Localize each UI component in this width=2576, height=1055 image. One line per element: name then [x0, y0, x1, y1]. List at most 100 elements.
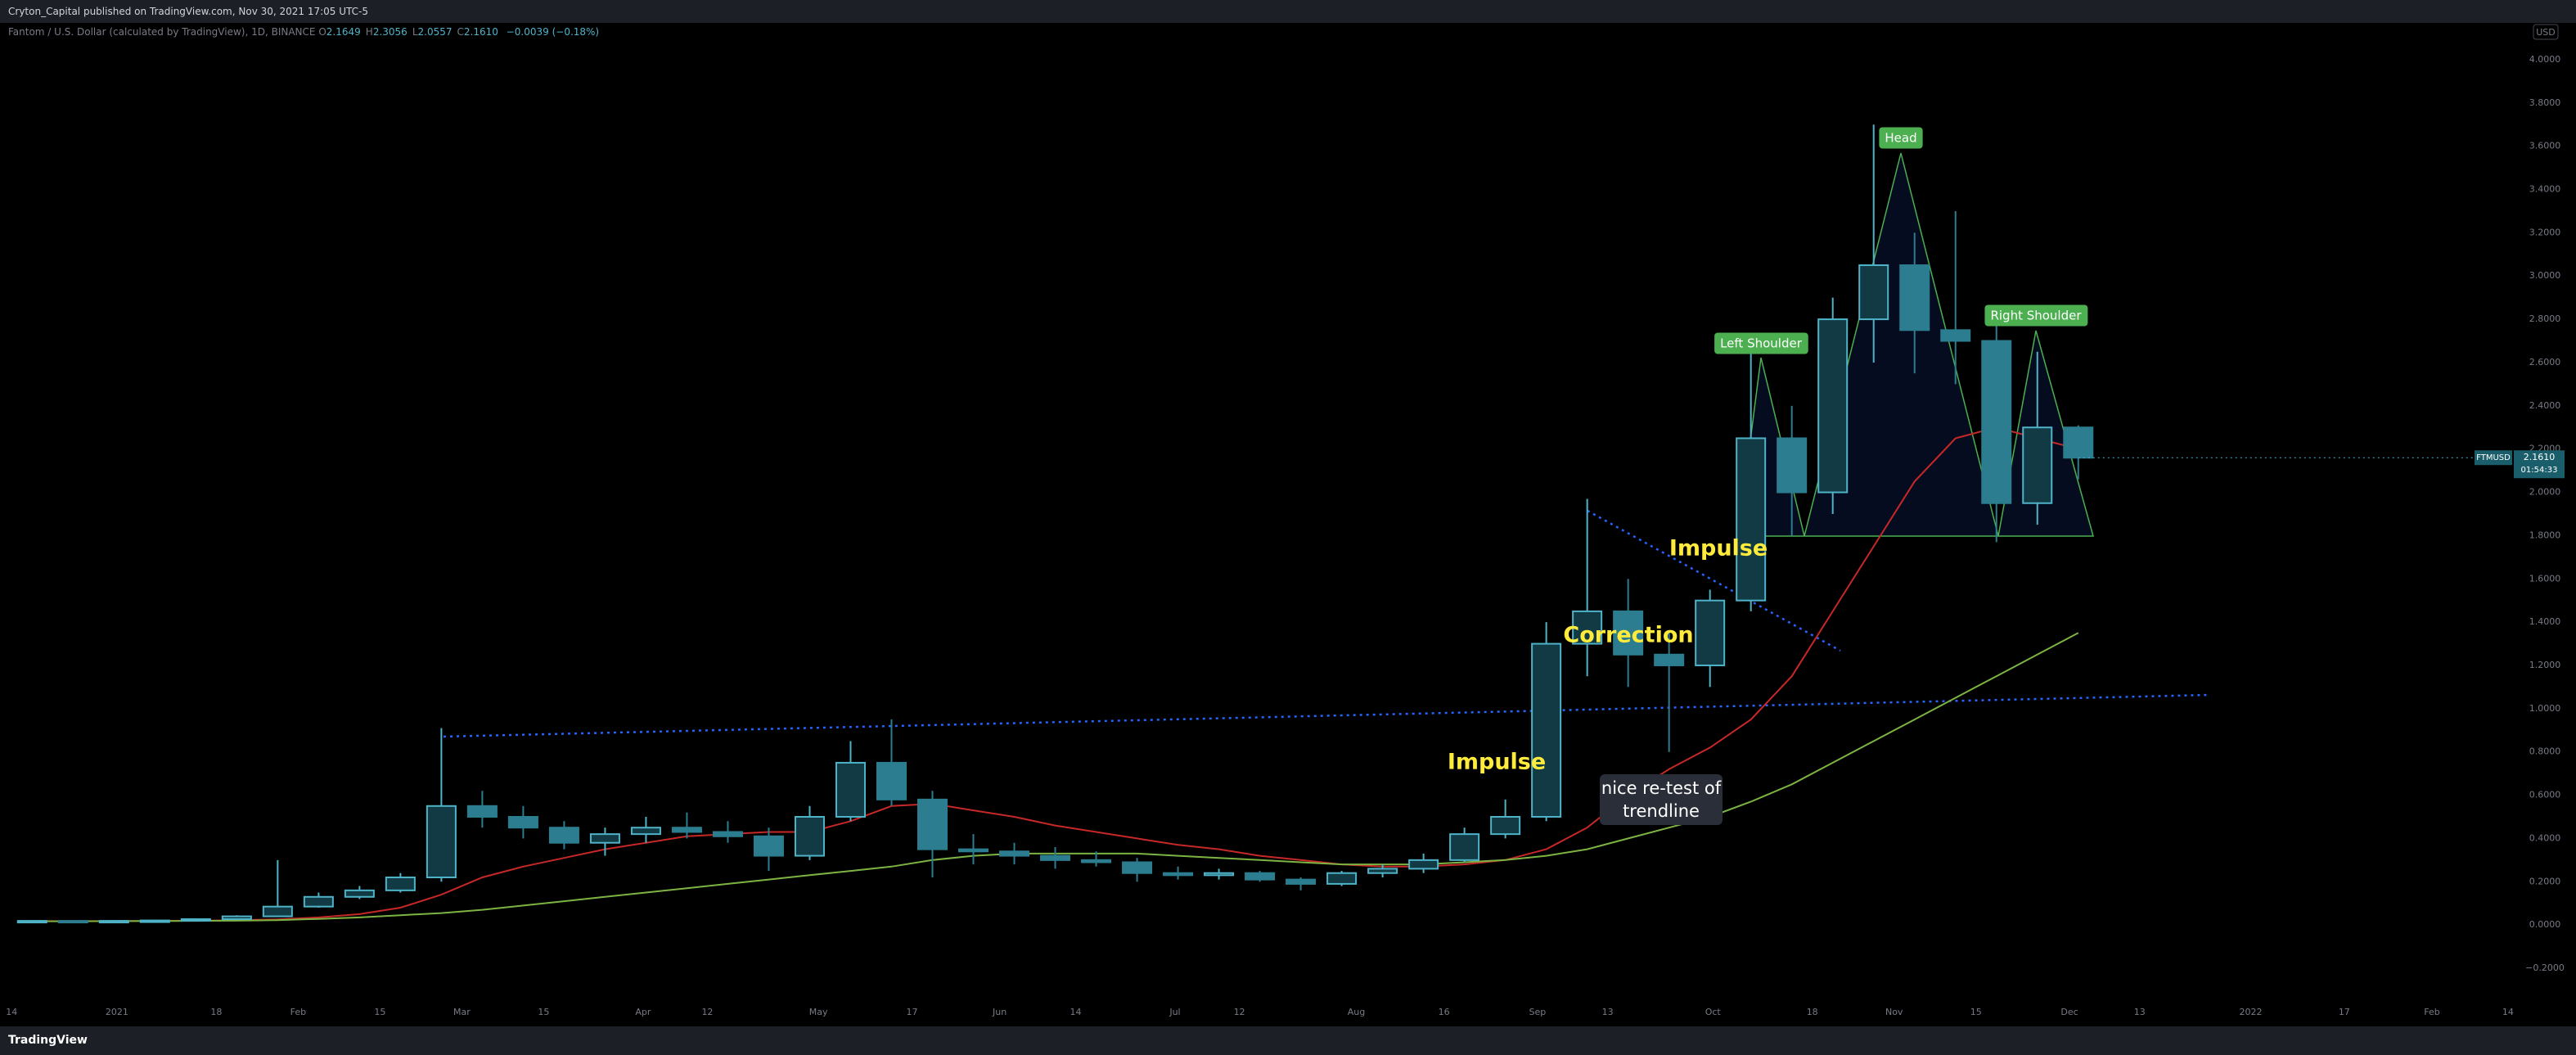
x-tick-label: Apr [635, 1007, 651, 1017]
x-tick-label: 13 [2134, 1007, 2146, 1017]
candle-body [98, 920, 129, 924]
candle-body [262, 905, 293, 917]
x-tick-label: Feb [2424, 1007, 2439, 1017]
x-tick-label: Oct [1705, 1007, 1722, 1017]
moving-average [32, 426, 2079, 922]
x-tick-label: Jun [992, 1007, 1007, 1017]
y-tick-label: 2.8000 [2529, 313, 2561, 324]
ohlc-value: 2.1649 [326, 26, 361, 38]
symbol-badge [2475, 450, 2512, 466]
x-tick-label: 14 [6, 1007, 17, 1017]
annotation: Impulse [1669, 536, 1768, 561]
y-tick-label: 0.4000 [2529, 832, 2561, 843]
chart-bg [0, 23, 2576, 1026]
x-tick-label: 17 [906, 1007, 917, 1017]
annotation-badge [1984, 304, 2088, 327]
trendline [1587, 509, 1841, 652]
candle-body [385, 876, 416, 891]
top-bar: Cryton_Capital published on TradingView.… [0, 0, 2576, 23]
x-tick-label: 18 [210, 1007, 222, 1017]
x-tick-label: 18 [1807, 1007, 1818, 1017]
candle-body [1695, 599, 1726, 666]
annotation-badge [1714, 332, 1808, 354]
x-tick-label: 2021 [106, 1007, 128, 1017]
countdown: 01:54:33 [2521, 466, 2558, 475]
candle-body [999, 850, 1030, 857]
candle-body [1367, 868, 1398, 874]
ohlc-label: L [412, 26, 418, 38]
x-tick-label: Sep [1529, 1007, 1547, 1017]
y-tick-label: 1.2000 [2529, 660, 2561, 670]
x-tick-label: Feb [290, 1007, 306, 1017]
annotation: Right Shoulder [1990, 309, 2082, 323]
y-tick-label: 3.8000 [2529, 97, 2561, 108]
candle-body [630, 827, 661, 836]
y-tick-label: 3.6000 [2529, 141, 2561, 151]
candle-body [712, 831, 743, 837]
candle-body [753, 835, 784, 857]
ohlc-label: C [457, 26, 464, 38]
x-tick-label: May [809, 1007, 828, 1017]
ohlc-label: H [365, 26, 373, 38]
brand: TradingView [8, 1034, 88, 1047]
symbol-label: FTMUSD [2476, 453, 2511, 462]
change: −0.0039 (−0.18%) [506, 26, 600, 38]
y-tick-label: 1.6000 [2529, 573, 2561, 584]
annotation: Correction [1563, 623, 1693, 648]
candle-body [2022, 426, 2053, 504]
price-badge [2514, 450, 2565, 479]
candle-body [57, 920, 88, 924]
candle-body [16, 920, 47, 924]
publisher: Cryton_Capital published on TradingView.… [8, 6, 369, 17]
y-tick-label: 0.0000 [2529, 919, 2561, 930]
candle-body [958, 848, 989, 853]
candle-body [1326, 872, 1358, 885]
candle-body [1736, 437, 1767, 602]
x-tick-label: 15 [1970, 1007, 1982, 1017]
candle-body [1531, 642, 1562, 818]
y-tick-label: 1.0000 [2529, 703, 2561, 714]
x-tick-label: 13 [1602, 1007, 1614, 1017]
candle-body [1817, 318, 1849, 494]
y-tick-label: 1.8000 [2529, 530, 2561, 540]
candle-body [426, 805, 457, 878]
candle-body [303, 895, 334, 908]
x-tick-label: 16 [1439, 1007, 1450, 1017]
y-tick-label: 1.4000 [2529, 616, 2561, 627]
x-tick-label: Mar [453, 1007, 471, 1017]
candle-body [589, 833, 620, 844]
candle-body [139, 919, 170, 923]
candle-body [2063, 426, 2094, 459]
candle-body [344, 889, 375, 898]
y-tick-label: 3.4000 [2529, 184, 2561, 195]
candle-body [1572, 610, 1603, 645]
ohlc-label: O [318, 26, 327, 38]
candle-body [548, 827, 579, 844]
candle-body [507, 815, 538, 829]
candle-body [1613, 610, 1644, 656]
ohlc-value: 2.1610 [463, 26, 498, 38]
candle-body [794, 815, 825, 857]
ohlc-value: 2.0557 [417, 26, 453, 38]
symbol-legend: Fantom / U.S. Dollar (calculated by Trad… [8, 26, 599, 38]
x-tick-label: 12 [1234, 1007, 1245, 1017]
x-tick-label: 14 [1070, 1007, 1082, 1017]
plot [16, 124, 2094, 924]
annotation: Impulse [1448, 750, 1546, 775]
candle-body [916, 798, 948, 850]
currency-button[interactable] [2533, 24, 2559, 40]
candle-body [1654, 653, 1685, 666]
y-tick-label: −0.2000 [2525, 963, 2565, 973]
candle-body [1204, 872, 1235, 877]
candle-body [1490, 815, 1521, 836]
ohlc-value: 2.3056 [372, 26, 408, 38]
y-tick-label: 0.2000 [2529, 876, 2561, 886]
candle-body [221, 915, 252, 921]
candle-body [1449, 833, 1480, 861]
candle-body [1940, 329, 1971, 342]
x-tick-label: 15 [538, 1007, 549, 1017]
candle-body [671, 827, 702, 833]
y-tick-label: 0.6000 [2529, 790, 2561, 800]
y-tick-label: 2.4000 [2529, 400, 2561, 411]
